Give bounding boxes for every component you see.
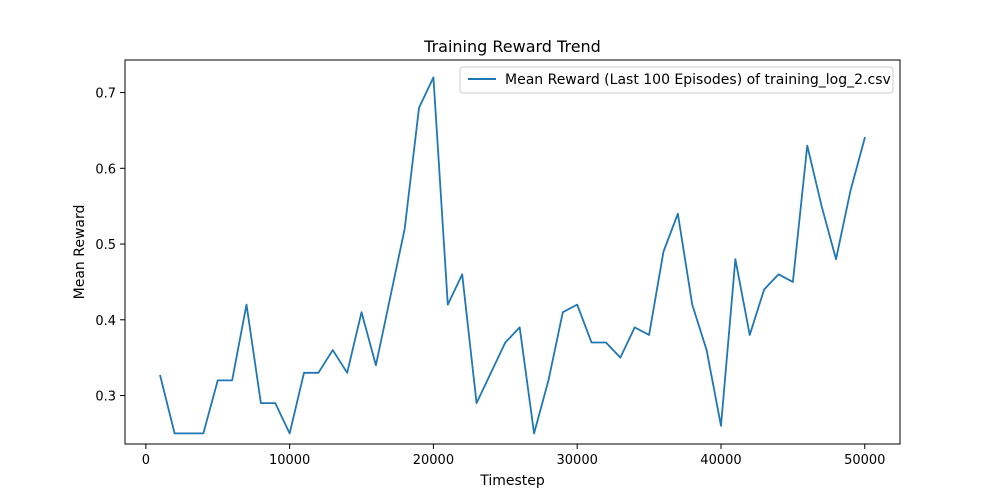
chart-title: Training Reward Trend — [423, 37, 601, 56]
legend-label: Mean Reward (Last 100 Episodes) of train… — [505, 72, 891, 88]
x-axis-label: Timestep — [479, 473, 545, 489]
y-axis-label: Mean Reward — [72, 205, 88, 300]
legend: Mean Reward (Last 100 Episodes) of train… — [459, 66, 894, 94]
y-tick-label: 0.5 — [95, 238, 116, 253]
x-tick-label: 10000 — [269, 453, 310, 468]
y-tick-label: 0.7 — [95, 87, 116, 102]
x-tick-label: 30000 — [557, 453, 598, 468]
y-tick-label: 0.3 — [95, 390, 116, 405]
x-tick-label: 20000 — [413, 453, 454, 468]
axes-frame — [124, 59, 901, 445]
x-tick-label: 50000 — [844, 453, 885, 468]
x-tick-label: 40000 — [700, 453, 741, 468]
x-tick-label: 0 — [142, 453, 150, 468]
plot-area — [159, 76, 866, 435]
y-tick-label: 0.4 — [95, 314, 116, 329]
y-tick-label: 0.6 — [95, 162, 116, 177]
legend-box — [459, 66, 894, 94]
series-line-0 — [159, 76, 866, 435]
x-axis: 0 10000 20000 30000 40000 50000 — [142, 444, 885, 468]
y-axis: 0.3 0.4 0.5 0.6 0.7 — [95, 87, 125, 405]
